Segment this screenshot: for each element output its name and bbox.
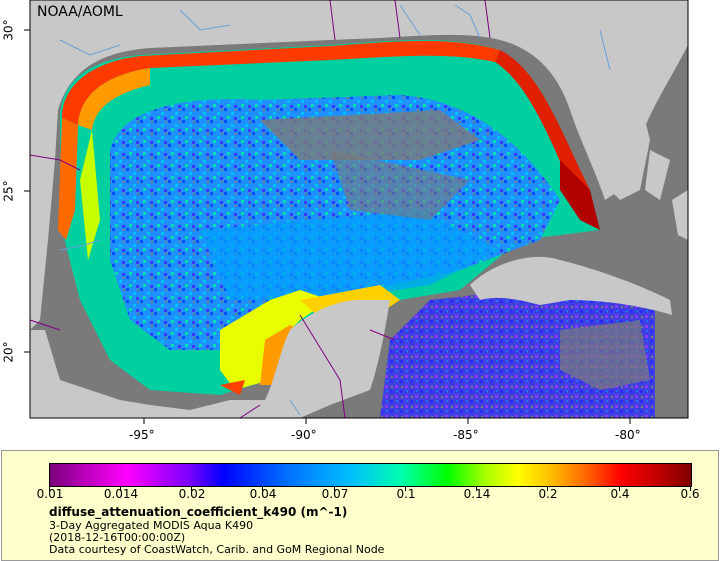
colorbar-tick-mark	[547, 486, 548, 491]
colorbar-tick-label: 0.2	[538, 487, 558, 501]
lat-tick-label: 25°	[1, 180, 16, 202]
map-border	[29, 0, 689, 419]
bahamas-islands	[645, 150, 688, 240]
colorbar-tick-mark	[262, 486, 263, 491]
colorbar-tick-label: 0.1	[396, 487, 416, 501]
political-borders	[29, 0, 491, 419]
colorbar-tick-label: 0.04	[249, 487, 277, 501]
colorbar-tick-label: 0.6	[680, 487, 700, 501]
colorbar-tick-mark	[690, 486, 691, 491]
colorbar-tick-mark	[191, 486, 192, 491]
colorbar-tick-label: 0.07	[321, 487, 349, 501]
legend-panel: 0.01 0.014 0.02 0.04 0.07 0.1 0.14 0.2 0…	[1, 450, 719, 561]
land-masses	[30, 0, 688, 418]
mexico-south-land	[30, 330, 265, 418]
dataset-description: 3-Day Aggregated MODIS Aqua K490	[49, 519, 254, 532]
caribbean-nodata-patch	[560, 320, 650, 390]
cuba-island	[470, 256, 672, 315]
florida-peninsula	[560, 0, 650, 200]
axis-ticks	[24, 29, 631, 424]
lon-tick-label: -85°	[453, 428, 479, 442]
lon-tick-label: -90°	[291, 428, 317, 442]
colorbar-tick-label: 0.02	[178, 487, 206, 501]
lon-tick-label: -95°	[129, 428, 155, 442]
colorbar-tick-label: 0.14	[463, 487, 491, 501]
data-credit: Data courtesy of CoastWatch, Carib. and …	[49, 543, 385, 556]
credit-label: NOAA/AOML	[37, 4, 123, 20]
variable-title: diffuse_attenuation_coefficient_k490 (m^…	[49, 505, 348, 519]
colorbar-tick-mark	[334, 486, 335, 491]
colorbar-tick-mark	[120, 486, 121, 491]
colorbar-tick-label: 0.01	[36, 487, 64, 501]
time-stamp: (2018-12-16T00:00:00Z)	[49, 531, 186, 544]
lat-tick-label: 20°	[1, 341, 16, 363]
colorbar-tick-mark	[405, 486, 406, 491]
colorbar-tick-mark	[476, 486, 477, 491]
map-frame: NOAA/AOML -95° -90° -85° -80° 30° 25° 20…	[0, 0, 720, 450]
lon-tick-label: -80°	[615, 428, 641, 442]
colorbar	[49, 463, 692, 487]
colorbar-tick-mark	[49, 486, 50, 491]
colorbar-tick-mark	[619, 486, 620, 491]
caribbean-data-field	[380, 285, 655, 418]
colorbar-tick-label: 0.014	[103, 487, 139, 501]
k490-map[interactable]	[0, 0, 720, 450]
gulf-data-field	[58, 40, 600, 395]
colorbar-tick-label: 0.4	[610, 487, 630, 501]
rivers	[59, 4, 611, 416]
lat-tick-label: 30°	[1, 19, 16, 41]
